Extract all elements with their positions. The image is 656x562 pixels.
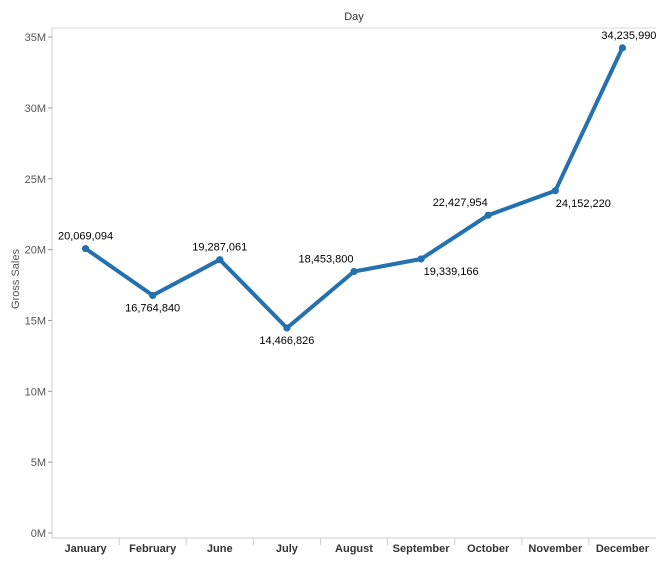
- data-point: [551, 187, 559, 195]
- data-label: 24,152,220: [556, 198, 611, 210]
- data-label: 19,339,166: [424, 266, 479, 278]
- data-label: 16,764,840: [125, 302, 180, 314]
- x-category-label: June: [207, 543, 233, 555]
- x-category-label: January: [64, 543, 107, 555]
- y-tick-label: 10M: [25, 386, 46, 398]
- data-label: 22,427,954: [433, 197, 488, 209]
- x-category-label: February: [129, 543, 177, 555]
- y-tick-label: 35M: [25, 32, 46, 44]
- x-category-label: August: [335, 543, 373, 555]
- x-axis-categories: January February June July August September Oc…: [64, 538, 650, 555]
- data-point: [484, 211, 492, 219]
- data-label: 14,466,826: [259, 335, 314, 347]
- y-tick-label: 25M: [25, 174, 46, 186]
- data-point: [216, 256, 224, 264]
- data-labels: 20,069,094 16,764,840 19,287,061 14,466,826…: [58, 30, 656, 347]
- data-point: [283, 324, 291, 332]
- data-point: [417, 255, 425, 263]
- data-point: [618, 44, 627, 52]
- x-category-label: July: [276, 543, 299, 555]
- data-point: [81, 245, 90, 253]
- y-tick-label: 15M: [25, 315, 46, 327]
- y-tick-label: 30M: [25, 103, 46, 115]
- data-label: 20,069,094: [58, 231, 113, 243]
- y-tick-label: 5M: [31, 457, 46, 469]
- x-category-label: November: [528, 543, 583, 555]
- y-axis-ticks: 0M 5M 10M 15M 20M 25M 30M 35M: [25, 32, 52, 540]
- header-band: Day: [52, 0, 656, 29]
- data-label: 34,235,990: [601, 30, 656, 42]
- column-header: Day: [344, 11, 364, 23]
- y-tick-label: 20M: [25, 245, 46, 257]
- data-points: [81, 44, 627, 332]
- data-label: 18,453,800: [298, 254, 353, 266]
- x-category-label: October: [467, 543, 510, 555]
- plot-frame: [51, 28, 656, 539]
- data-point: [350, 267, 358, 276]
- y-axis-label: Gross Sales: [10, 249, 22, 309]
- header-background: [52, 0, 656, 28]
- y-tick-label: 0M: [31, 528, 46, 540]
- x-category-label: December: [596, 543, 650, 555]
- data-label: 19,287,061: [192, 242, 247, 254]
- x-category-label: September: [393, 543, 451, 555]
- gross-sales-line: [83, 45, 625, 330]
- data-point: [149, 291, 157, 300]
